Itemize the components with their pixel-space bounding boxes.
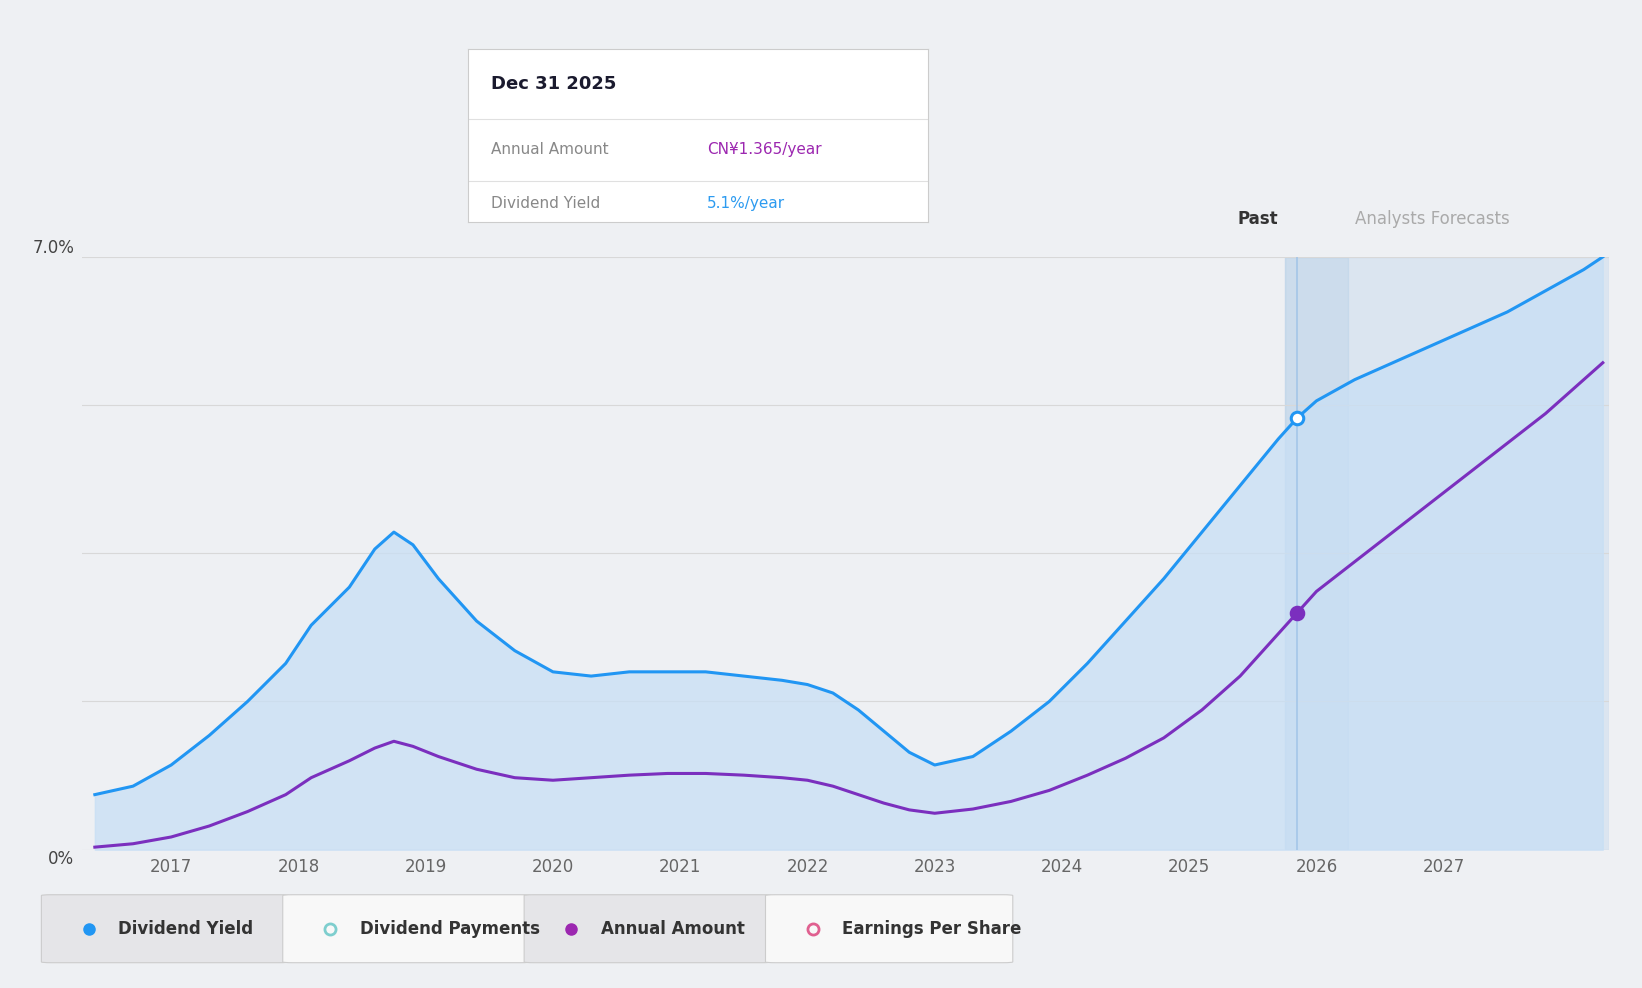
Text: 7.0%: 7.0%	[33, 239, 74, 257]
Text: Dividend Yield: Dividend Yield	[491, 196, 601, 210]
Bar	[1284, 257, 1609, 850]
Text: 0%: 0%	[48, 850, 74, 867]
Text: Annual Amount: Annual Amount	[491, 142, 609, 157]
Text: Annual Amount: Annual Amount	[601, 920, 745, 938]
Text: Dividend Yield: Dividend Yield	[118, 920, 253, 938]
FancyBboxPatch shape	[524, 895, 772, 962]
Text: Dec 31 2025: Dec 31 2025	[491, 75, 616, 93]
Text: CN¥1.365/year: CN¥1.365/year	[708, 142, 821, 157]
Text: Past: Past	[1238, 209, 1279, 228]
Text: Earnings Per Share: Earnings Per Share	[842, 920, 1021, 938]
Text: Dividend Payments: Dividend Payments	[360, 920, 540, 938]
FancyBboxPatch shape	[41, 895, 289, 962]
Text: Analysts Forecasts: Analysts Forecasts	[1355, 209, 1509, 228]
FancyBboxPatch shape	[282, 895, 530, 962]
Bar	[1284, 257, 1348, 850]
Text: 5.1%/year: 5.1%/year	[708, 196, 785, 210]
FancyBboxPatch shape	[765, 895, 1013, 962]
